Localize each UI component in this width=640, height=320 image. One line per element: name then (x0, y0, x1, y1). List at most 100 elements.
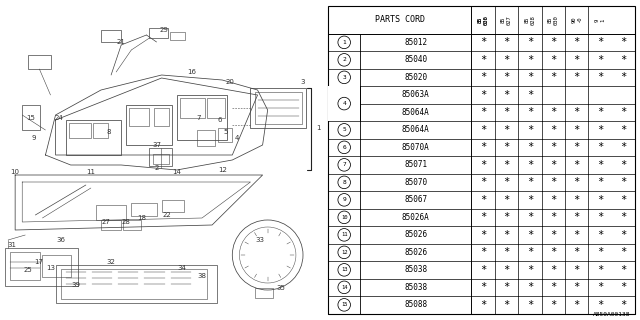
Text: 10: 10 (11, 169, 20, 175)
Text: 85067: 85067 (404, 195, 428, 204)
Text: *: * (480, 72, 486, 82)
Text: 1: 1 (342, 40, 346, 45)
Text: *: * (573, 142, 580, 152)
Text: *: * (573, 177, 580, 187)
Text: 85026A: 85026A (402, 213, 429, 222)
Bar (56, 265, 217, 303)
Bar (255, 92, 302, 124)
Text: 38: 38 (198, 273, 207, 279)
Bar (68, 123, 91, 138)
Text: *: * (527, 282, 533, 292)
Bar (42, 255, 70, 277)
Text: *: * (597, 72, 604, 82)
Text: *: * (480, 265, 486, 275)
Text: *: * (504, 55, 509, 65)
Text: *: * (480, 195, 486, 205)
Text: *: * (573, 107, 580, 117)
Bar (328, 86, 360, 121)
Text: *: * (527, 37, 533, 47)
Text: *: * (527, 55, 533, 65)
Text: *: * (573, 212, 580, 222)
Text: 10: 10 (341, 215, 348, 220)
Text: 90
-0: 90 -0 (572, 17, 582, 23)
Bar (197, 130, 215, 146)
Text: *: * (550, 247, 556, 257)
Text: 85040: 85040 (404, 55, 428, 64)
Bar (177, 95, 227, 140)
Text: 11: 11 (341, 232, 348, 237)
Text: 85070: 85070 (404, 178, 428, 187)
Text: *: * (620, 195, 627, 205)
Text: 18: 18 (137, 215, 146, 221)
Text: *: * (550, 72, 556, 82)
Text: *: * (504, 142, 509, 152)
Text: *: * (597, 282, 604, 292)
Text: 4: 4 (342, 92, 346, 97)
Text: *: * (504, 300, 509, 310)
Bar (10, 252, 40, 280)
Text: *: * (550, 195, 556, 205)
Text: *: * (504, 90, 509, 100)
Text: *: * (504, 282, 509, 292)
Text: 11: 11 (86, 169, 95, 175)
Text: 17: 17 (34, 259, 43, 265)
Text: *: * (597, 195, 604, 205)
Text: *: * (480, 107, 486, 117)
Text: *: * (620, 230, 627, 240)
Text: *: * (573, 247, 580, 257)
Text: 36: 36 (56, 237, 65, 243)
Bar (66, 120, 121, 155)
Text: *: * (504, 247, 509, 257)
Bar (161, 200, 184, 212)
Text: *: * (550, 300, 556, 310)
Text: *: * (620, 212, 627, 222)
Text: *: * (597, 247, 604, 257)
Bar (93, 123, 108, 138)
Bar (255, 288, 273, 298)
Text: 34: 34 (177, 265, 186, 271)
Text: 8: 8 (342, 180, 346, 185)
Text: *: * (480, 55, 486, 65)
Text: *: * (527, 72, 533, 82)
Text: *: * (597, 212, 604, 222)
Text: *: * (597, 230, 604, 240)
Text: *: * (620, 125, 627, 135)
Text: 14: 14 (341, 285, 348, 290)
Text: 7: 7 (196, 115, 201, 121)
Text: *: * (620, 265, 627, 275)
Text: 7: 7 (342, 162, 346, 167)
Text: *: * (620, 107, 627, 117)
Bar (170, 32, 185, 40)
Bar (150, 28, 168, 38)
Text: 8: 8 (107, 129, 111, 135)
Text: 85026: 85026 (404, 230, 428, 239)
Text: *: * (527, 90, 533, 100)
Text: *: * (597, 107, 604, 117)
Bar (101, 220, 121, 230)
Bar (150, 148, 172, 166)
Text: *: * (573, 265, 580, 275)
Text: 39: 39 (71, 282, 80, 288)
Bar (124, 220, 141, 230)
Text: 29: 29 (159, 27, 168, 33)
Text: 85038: 85038 (404, 265, 428, 274)
Text: *: * (480, 230, 486, 240)
Text: *: * (550, 142, 556, 152)
Text: *: * (480, 247, 486, 257)
Text: 15: 15 (341, 302, 348, 307)
Text: *: * (597, 300, 604, 310)
Text: *: * (480, 142, 486, 152)
Bar (5, 248, 78, 286)
Text: *: * (620, 55, 627, 65)
Text: A850A00138: A850A00138 (593, 312, 630, 317)
Text: 85020: 85020 (404, 73, 428, 82)
Text: *: * (480, 177, 486, 187)
Text: *: * (597, 160, 604, 170)
Text: 4: 4 (235, 135, 239, 141)
Text: 85071: 85071 (404, 160, 428, 169)
Text: *: * (504, 160, 509, 170)
Text: *: * (504, 212, 509, 222)
Text: 5: 5 (342, 127, 346, 132)
Text: 24: 24 (54, 115, 63, 121)
Text: 6: 6 (342, 145, 346, 150)
